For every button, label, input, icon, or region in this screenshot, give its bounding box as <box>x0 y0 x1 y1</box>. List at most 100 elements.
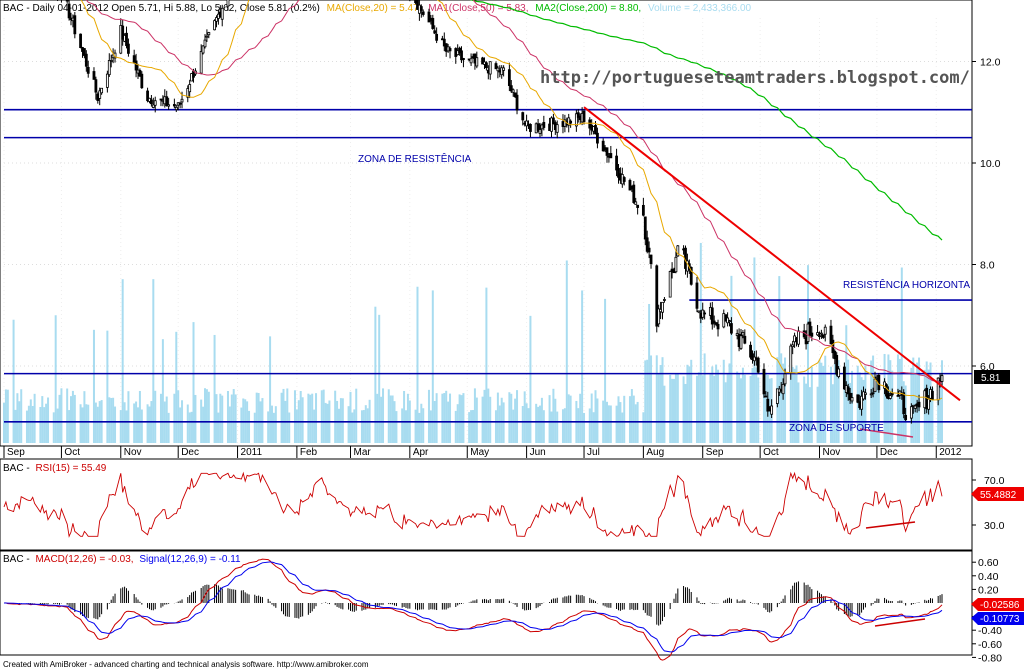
candle-body <box>507 69 511 86</box>
candle-body <box>770 405 774 415</box>
volume-bar <box>874 386 876 443</box>
volume-bar <box>808 387 811 443</box>
candle-body <box>153 100 157 106</box>
volume-bar <box>523 391 526 443</box>
volume-bar <box>810 366 813 443</box>
volume-bar <box>688 366 691 443</box>
candle-body <box>848 392 852 401</box>
volume-bar <box>753 257 756 443</box>
volume-bar <box>711 366 714 443</box>
candle-body <box>703 312 707 315</box>
volume-bar <box>445 390 448 443</box>
volume-bar <box>843 372 846 443</box>
candle-body <box>850 397 854 402</box>
month-label-Sep: Sep <box>7 447 25 458</box>
volume-bar <box>762 370 765 443</box>
volume-bar <box>347 406 350 443</box>
volume-bar <box>137 407 139 443</box>
volume-bar <box>512 409 515 443</box>
volume-bar <box>33 393 36 443</box>
volume-bar <box>119 410 122 443</box>
candle-body <box>73 15 77 35</box>
volume-bar <box>427 389 430 443</box>
candle-body <box>730 323 733 334</box>
candle-body <box>632 184 636 203</box>
price-tick-label: 10.0 <box>980 158 1001 170</box>
volume-bar <box>791 367 794 443</box>
volume-bar <box>496 392 499 443</box>
candle-body <box>676 245 680 257</box>
volume-bar <box>535 403 538 443</box>
volume-bar <box>862 379 865 443</box>
candle-body <box>628 180 632 191</box>
rsi-badge: 55.4882 <box>980 490 1017 501</box>
candle-body <box>83 48 86 56</box>
volume-bar <box>378 314 381 443</box>
volume-bar <box>190 411 193 443</box>
volume-bar <box>313 409 316 443</box>
candle-body <box>864 392 867 395</box>
month-label-Nov: Nov <box>822 447 840 458</box>
volume-bar <box>784 357 787 443</box>
volume-bar <box>401 408 404 443</box>
volume-bar <box>795 365 798 443</box>
volume-bar <box>475 397 478 443</box>
volume-bar <box>121 279 124 443</box>
candle-body <box>536 123 540 131</box>
month-label-Mar: Mar <box>353 447 371 458</box>
candle-body <box>484 62 488 69</box>
volume-bar <box>764 372 767 443</box>
volume-bar <box>856 365 859 443</box>
candle-body <box>421 11 425 15</box>
volume-bar <box>16 393 19 443</box>
macd-badge-bg <box>971 598 1024 611</box>
candle-body <box>846 386 850 395</box>
volume-bar <box>202 406 205 443</box>
volume-bar <box>339 398 342 443</box>
volume-bar <box>391 395 394 443</box>
candle-body <box>84 53 88 67</box>
volume-bar <box>133 403 136 443</box>
candle-body <box>829 325 833 345</box>
macd-tick-label: -0.60 <box>978 639 1002 651</box>
volume-bar <box>889 360 892 443</box>
volume-bar <box>755 367 758 443</box>
candle-body <box>835 354 839 375</box>
volume-bar <box>295 409 298 443</box>
volume-bar <box>673 378 675 443</box>
month-label-Aug: Aug <box>646 447 664 458</box>
volume-bar <box>351 412 354 443</box>
candle-body <box>689 266 693 285</box>
volume-bar <box>885 386 888 443</box>
candle-body <box>697 310 701 313</box>
candle-body <box>873 378 877 393</box>
candle-body <box>890 392 894 396</box>
candle-body <box>448 48 452 52</box>
volume-bar <box>334 390 337 443</box>
candle-body <box>521 112 525 121</box>
ma50-line <box>85 0 943 384</box>
volume-bar <box>875 379 878 443</box>
volume-bar <box>92 329 95 443</box>
candle-body <box>716 323 720 330</box>
month-label-Nov: Nov <box>124 447 142 458</box>
volume-bar <box>127 391 130 443</box>
volume-bar <box>108 397 111 443</box>
candle-body <box>781 384 785 395</box>
candle-body <box>783 373 787 385</box>
resistance-zone-label: ZONA DE RESISTÊNCIA <box>358 152 472 165</box>
support-zone-label: ZONA DE SUPORTE <box>789 423 884 434</box>
volume-bar <box>324 402 327 443</box>
volume-bar <box>604 298 607 443</box>
candle-body <box>513 92 517 98</box>
volume-bar <box>207 391 210 443</box>
candle-body <box>896 395 900 397</box>
volume-bar <box>395 411 398 443</box>
header-ma50: MA1(Close,50) = 5.83, <box>428 3 528 14</box>
signal-badge: -0.10773 <box>980 614 1020 625</box>
volume-bar <box>833 363 836 443</box>
volume-bar <box>851 370 854 443</box>
volume-bar <box>175 331 178 443</box>
volume-bar <box>872 355 875 443</box>
volume-bar <box>537 406 540 443</box>
